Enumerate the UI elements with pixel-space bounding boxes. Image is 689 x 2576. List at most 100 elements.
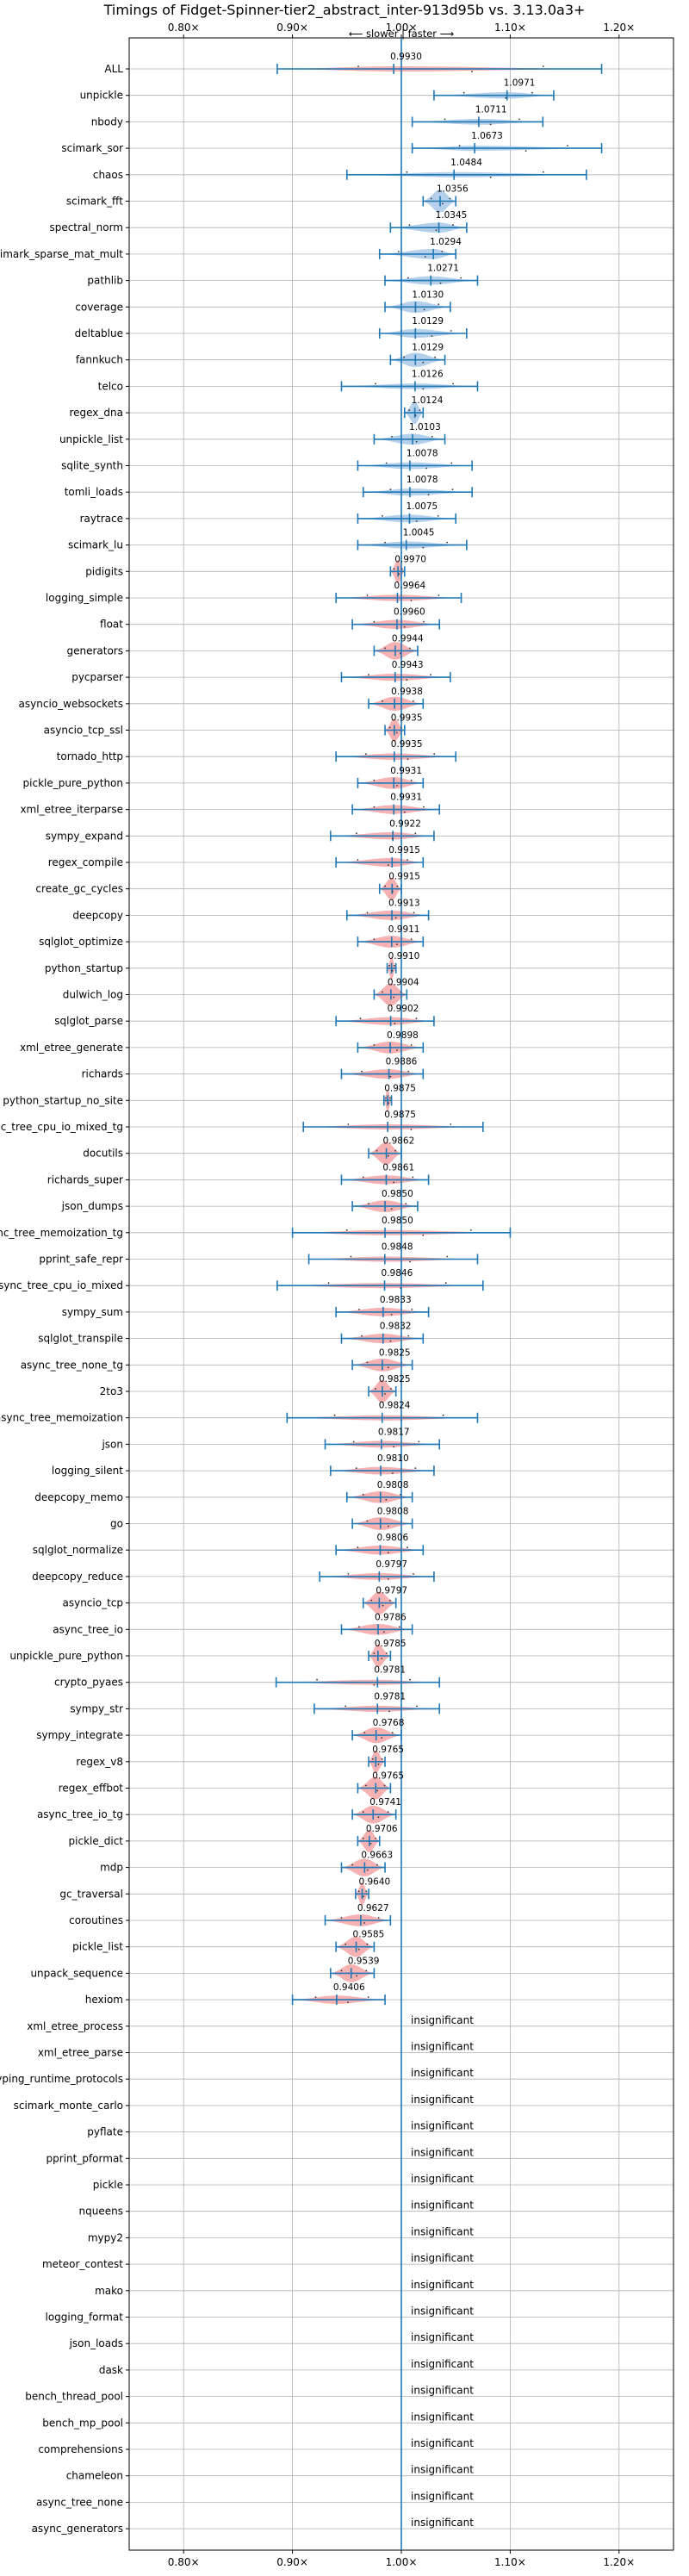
sample-dot [384, 885, 386, 887]
y-tick-label: typing_runtime_protocols [0, 2073, 123, 2085]
y-tick-label: sympy_integrate [36, 1729, 123, 1741]
sample-dot [377, 1816, 380, 1819]
sample-dot [391, 435, 393, 438]
y-tick-label: async_tree_memoization [0, 1412, 123, 1424]
y-tick-label: scimark_sparse_mat_mult [0, 248, 123, 260]
y-tick-label: unpack_sequence [30, 1967, 123, 1979]
sample-dot [437, 515, 439, 517]
sample-dot [375, 383, 376, 385]
sample-dot [393, 964, 395, 967]
value-label: 1.0356 [437, 184, 469, 195]
y-tick-label: dulwich_log [63, 989, 123, 1001]
y-tick-label: python_startup [45, 962, 123, 974]
sample-dot [327, 1282, 330, 1285]
sample-dot [370, 1599, 373, 1602]
y-tick-label: json_dumps [61, 1200, 123, 1212]
sample-dot [396, 943, 398, 945]
sample-dot [434, 356, 437, 358]
sample-dot [376, 1864, 378, 1866]
insignificant-label: insignificant [411, 2041, 474, 2053]
sample-dot [376, 1149, 378, 1152]
value-label: 1.0103 [409, 422, 441, 432]
sample-dot [373, 1044, 376, 1046]
sample-dot [405, 1203, 407, 1204]
sample-dot [415, 1017, 418, 1020]
sample-dot [365, 753, 367, 756]
sample-dot [387, 1811, 389, 1814]
sample-dot [385, 1097, 387, 1099]
sample-dot [385, 1498, 388, 1501]
sample-dot [375, 1838, 377, 1839]
y-tick-label: async_generators [32, 2523, 123, 2535]
insignificant-label: insignificant [411, 2517, 474, 2529]
y-tick-label: json_loads [69, 2337, 123, 2349]
value-label: 0.9931 [390, 793, 422, 803]
value-label: 0.9930 [390, 52, 422, 62]
sample-dot [362, 1811, 364, 1814]
y-tick-label: pickle_pure_python [23, 777, 123, 789]
y-tick-label: spectral_norm [49, 221, 123, 233]
y-tick-label: mako [95, 2285, 123, 2297]
value-label: 0.9768 [373, 1718, 405, 1728]
insignificant-label: insignificant [411, 2464, 474, 2476]
value-label: 1.0124 [412, 395, 444, 406]
sample-dot [361, 1335, 363, 1337]
sample-dot [388, 1710, 390, 1713]
sample-dot [355, 832, 357, 835]
value-label: 0.9833 [380, 1295, 412, 1305]
y-tick-label: richards [82, 1068, 123, 1080]
y-tick-label: meteor_contest [42, 2258, 123, 2270]
sample-dot [382, 1604, 384, 1607]
value-label: 1.0484 [450, 158, 482, 168]
value-label: 0.9848 [382, 1242, 413, 1253]
sample-dot [387, 864, 389, 866]
y-tick-label: deltablue [75, 327, 123, 339]
sample-dot [415, 440, 418, 443]
insignificant-label: insignificant [411, 2252, 474, 2264]
sample-dot [397, 251, 400, 252]
sample-dot [427, 494, 430, 496]
sample-dot [444, 118, 446, 121]
y-tick-label: asyncio_tcp [62, 1597, 123, 1609]
sample-dot [410, 1129, 413, 1130]
sample-dot [430, 674, 432, 675]
sample-dot [359, 1017, 362, 1020]
y-tick-label: sympy_expand [46, 830, 123, 842]
y-tick-label: pidigits [85, 565, 123, 577]
sample-dot [366, 594, 369, 596]
sample-dot [542, 65, 544, 67]
sample-dot [358, 1309, 360, 1310]
sample-dot [438, 594, 440, 596]
sample-dot [362, 1176, 364, 1179]
sample-dot [373, 1683, 376, 1686]
value-label: 0.9922 [389, 818, 421, 829]
y-tick-label: coroutines [69, 1914, 123, 1926]
sample-dot [363, 1895, 364, 1898]
sample-dot [371, 1758, 374, 1760]
y-tick-label: richards_super [47, 1173, 123, 1185]
sample-dot [347, 2001, 349, 2004]
sample-dot [444, 1282, 447, 1285]
insignificant-label: insignificant [411, 2173, 474, 2185]
sample-dot [410, 600, 413, 601]
x-tick-label-top: 1.00× [386, 22, 418, 34]
sample-dot [415, 520, 418, 522]
sample-dot [423, 308, 425, 311]
sample-dot [419, 409, 421, 411]
value-label: 0.9786 [375, 1612, 407, 1622]
sample-dot [452, 224, 454, 227]
sample-dot [393, 1446, 395, 1448]
y-tick-label: xml_etree_generate [20, 1042, 123, 1054]
sample-dot [396, 785, 398, 787]
y-tick-label: create_gc_cycles [35, 883, 123, 895]
sample-dot [391, 1472, 394, 1474]
value-label: 1.0971 [504, 78, 536, 89]
sample-dot [363, 1922, 365, 1924]
sample-dot [452, 383, 454, 385]
sample-dot [567, 145, 568, 147]
insignificant-label: insignificant [411, 2067, 474, 2079]
sample-dot [366, 1869, 369, 1871]
value-label: 0.9797 [376, 1586, 407, 1596]
y-tick-label: mdp [100, 1862, 123, 1874]
plot-layer [275, 64, 603, 2006]
